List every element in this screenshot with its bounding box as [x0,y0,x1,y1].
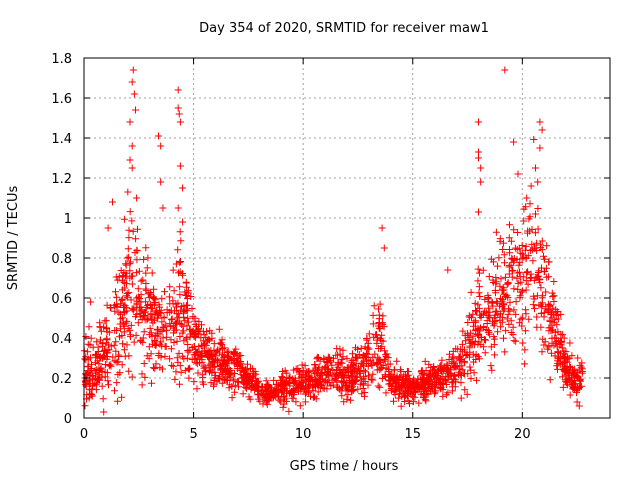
y-tick-label: 1.4 [51,132,72,147]
data-points [80,66,587,416]
x-tick-label: 15 [404,427,421,442]
x-tick-label: 5 [189,427,197,442]
y-tick-label: 1 [64,212,72,227]
x-tick-label: 10 [295,427,312,442]
axis-ticks: 0 0.2 0.4 0.6 0.8 1 1.2 1.4 1.6 1.8 0 5 10 15 20 [51,52,610,442]
x-tick-label: 0 [80,427,88,442]
x-axis-label: GPS time / hours [290,459,399,474]
y-tick-label: 0.8 [51,252,72,267]
plus-markers [80,66,587,416]
y-tick-label: 0.6 [51,292,72,307]
y-tick-label: 1.6 [51,92,72,107]
y-tick-label: 0.2 [51,372,72,387]
y-tick-label: 1.2 [51,172,72,187]
y-tick-label: 1.8 [51,52,72,67]
chart-title: Day 354 of 2020, SRMTID for receiver maw… [199,21,489,36]
plot-frame [83,57,611,419]
y-axis-label: SRMTID / TECUs [6,186,21,291]
grid-lines [84,58,610,418]
y-tick-label: 0.4 [51,332,72,347]
y-tick-label: 0 [64,412,72,427]
x-tick-label: 20 [514,427,531,442]
